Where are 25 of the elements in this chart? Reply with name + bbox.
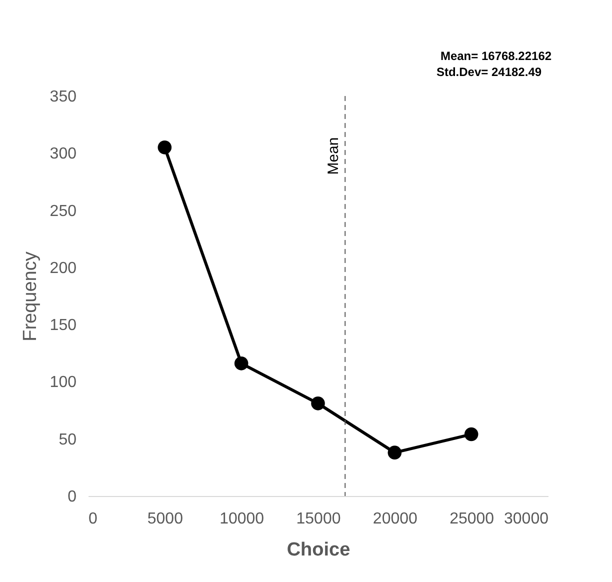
x-tick-label: 25000: [450, 510, 494, 528]
y-tick-label: 250: [50, 202, 77, 220]
y-tick-label: 150: [50, 317, 77, 334]
point: [388, 446, 402, 460]
x-tick-label: 5000: [147, 510, 184, 528]
ref-line-label: Mean: [325, 137, 342, 175]
y-tick-label: 100: [50, 374, 77, 392]
y-tick-label: 50: [58, 431, 77, 448]
y-axis-title: Frequency: [20, 251, 41, 342]
point: [158, 140, 172, 154]
y-tick-label: 350: [50, 88, 77, 106]
x-tick-label: 30000: [504, 510, 549, 528]
y-tick-label: 200: [50, 260, 77, 277]
x-tick-label: 0: [88, 510, 98, 528]
x-tick-label: 20000: [372, 510, 418, 528]
x-tick-label: 15000: [296, 510, 341, 528]
point: [311, 396, 325, 410]
point: [464, 427, 478, 442]
text: Std.Dev= 24182.49: [436, 65, 542, 79]
y-tick-label: 300: [50, 146, 77, 163]
point: [234, 356, 248, 370]
x-tick-label: 10000: [220, 510, 264, 528]
text: Mean= 16768.22162: [440, 49, 552, 63]
x-axis-title: Choice: [286, 540, 350, 560]
y-tick-label: 0: [68, 488, 77, 506]
